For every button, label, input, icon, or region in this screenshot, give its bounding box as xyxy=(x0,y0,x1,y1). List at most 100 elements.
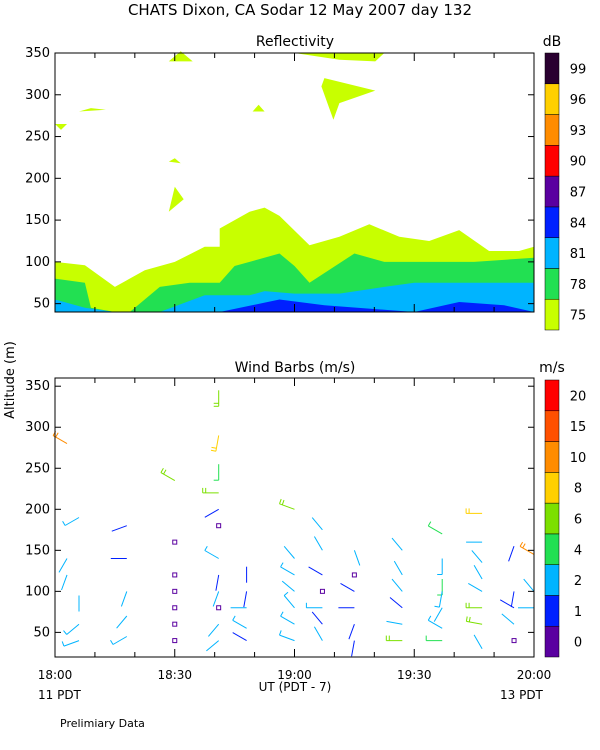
wind-barb-feather xyxy=(427,521,432,527)
wind-barb xyxy=(232,632,247,642)
footer-note: Prelimiary Data xyxy=(60,717,145,730)
wind-barb-feather xyxy=(279,498,282,504)
calm-marker xyxy=(172,638,178,644)
wind-barb-feather xyxy=(210,449,216,452)
wind-barbs-axes: 50 100 150 200 250 300 350 18:00 18:30 19:00 19:30… xyxy=(25,377,552,682)
wind-barb xyxy=(116,615,128,629)
y-tick-label: 100 xyxy=(25,255,50,270)
wind-barb-feather xyxy=(204,545,208,551)
wind-barb xyxy=(61,574,68,591)
wind-barb xyxy=(428,525,443,535)
colorbar-tick-label: 0 xyxy=(574,636,582,651)
wind-barb xyxy=(308,566,323,576)
reflectivity-colorbar: 75 78 81 84 87 90 93 96 99 xyxy=(544,52,587,331)
x-tick-label: 19:00 xyxy=(277,668,312,682)
figure-title: CHATS Dixon, CA Sodar 12 May 2007 day 13… xyxy=(128,1,472,19)
wind-barb xyxy=(510,591,515,608)
wind-barb-feather xyxy=(427,615,432,621)
wind-barb-feather xyxy=(283,591,289,596)
colorbar-tick-label: 6 xyxy=(574,513,582,528)
wind-barb xyxy=(111,525,127,532)
colorbar-tick-label: 87 xyxy=(570,186,587,201)
calm-marker xyxy=(511,638,517,644)
wind-barb xyxy=(389,597,403,609)
wind-barb xyxy=(66,623,80,635)
wind-barb-feather xyxy=(280,611,284,617)
wind-barb xyxy=(160,472,176,482)
x-tick-label: 18:00 xyxy=(38,668,73,682)
wind-barb-feather xyxy=(62,520,66,526)
colorbar-tick-label: 75 xyxy=(570,309,587,324)
reflectivity-contour-84 xyxy=(219,299,534,312)
wind-barb xyxy=(232,619,247,629)
colorbar-tick-label: 96 xyxy=(570,93,587,108)
colorbar-tick-label: 4 xyxy=(574,543,582,558)
wind-barb xyxy=(283,595,295,609)
calm-marker xyxy=(319,588,325,594)
colorbar-swatch xyxy=(544,502,560,535)
wind-barbs xyxy=(52,390,535,657)
y-tick-label: 200 xyxy=(25,502,50,517)
y-tick-label: 250 xyxy=(25,461,50,476)
wind-barb-feather xyxy=(281,499,285,505)
colorbar-swatch xyxy=(544,52,560,85)
reflectivity-patch-7 xyxy=(294,53,385,62)
wind-barb xyxy=(120,591,128,607)
colorbar-tick-label: 90 xyxy=(570,155,587,170)
colorbar-swatch xyxy=(544,625,560,658)
wind-barb-feather xyxy=(160,467,164,473)
wind-barb xyxy=(204,550,219,559)
y-axis-label: Altitude (m) xyxy=(3,341,18,419)
wind-barb-feather xyxy=(211,446,217,449)
colorbar-swatch xyxy=(544,533,560,565)
wind-barb-feather xyxy=(163,469,167,475)
y-tick-label: 200 xyxy=(25,171,50,186)
wind-barb xyxy=(243,591,248,608)
wind-barb-feather xyxy=(232,615,236,621)
y-tick-label: 50 xyxy=(33,625,50,640)
wind-barb xyxy=(206,640,220,652)
colorbar-swatch xyxy=(544,237,560,269)
wind-barb-feather xyxy=(522,543,526,549)
colorbar-swatch xyxy=(544,472,560,504)
wind-barb xyxy=(468,582,483,592)
x-tick-label: 20:00 xyxy=(517,668,552,682)
colorbar-swatch xyxy=(544,298,560,331)
wind-barb xyxy=(351,640,355,657)
wind-barb xyxy=(64,517,80,526)
wind-barb xyxy=(508,546,515,562)
wind-barb xyxy=(466,620,483,625)
wind-barb xyxy=(473,634,483,650)
calm-marker xyxy=(172,588,178,594)
colorbar-swatch xyxy=(544,441,560,473)
reflectivity-patch-5 xyxy=(168,158,181,164)
colorbar-swatch xyxy=(544,206,560,238)
wind-barb xyxy=(311,517,323,531)
wind-barb xyxy=(353,550,361,566)
wind-barb-feather xyxy=(434,605,440,608)
start-date-label: 11 PDT xyxy=(38,688,82,702)
wind-barb xyxy=(279,634,295,642)
wind-barb xyxy=(499,599,515,609)
wind-barb xyxy=(438,591,443,608)
wind-barb xyxy=(523,578,535,592)
wind-barb xyxy=(473,564,483,580)
wind-barb xyxy=(215,574,220,591)
wind-barb xyxy=(215,435,220,452)
y-tick-label: 350 xyxy=(25,46,50,61)
y-tick-label: 150 xyxy=(25,543,50,558)
wind-barb xyxy=(283,545,295,559)
wind-barb-feather xyxy=(279,630,282,636)
calm-marker xyxy=(172,621,178,627)
wind-colorbar-unit: m/s xyxy=(539,360,565,376)
wind-barb xyxy=(280,566,295,576)
colorbar-tick-label: 20 xyxy=(570,389,587,404)
wind-barb xyxy=(63,640,80,647)
reflectivity-axes: 50 100 150 200 250 300 350 xyxy=(25,46,535,313)
wind-barb xyxy=(279,503,295,510)
wind-colorbar: 0 1 2 4 6 8 10 15 20 xyxy=(544,379,587,658)
colorbar-swatch xyxy=(544,114,560,146)
colorbar-tick-label: 2 xyxy=(574,574,582,589)
end-date-label: 13 PDT xyxy=(500,688,544,702)
